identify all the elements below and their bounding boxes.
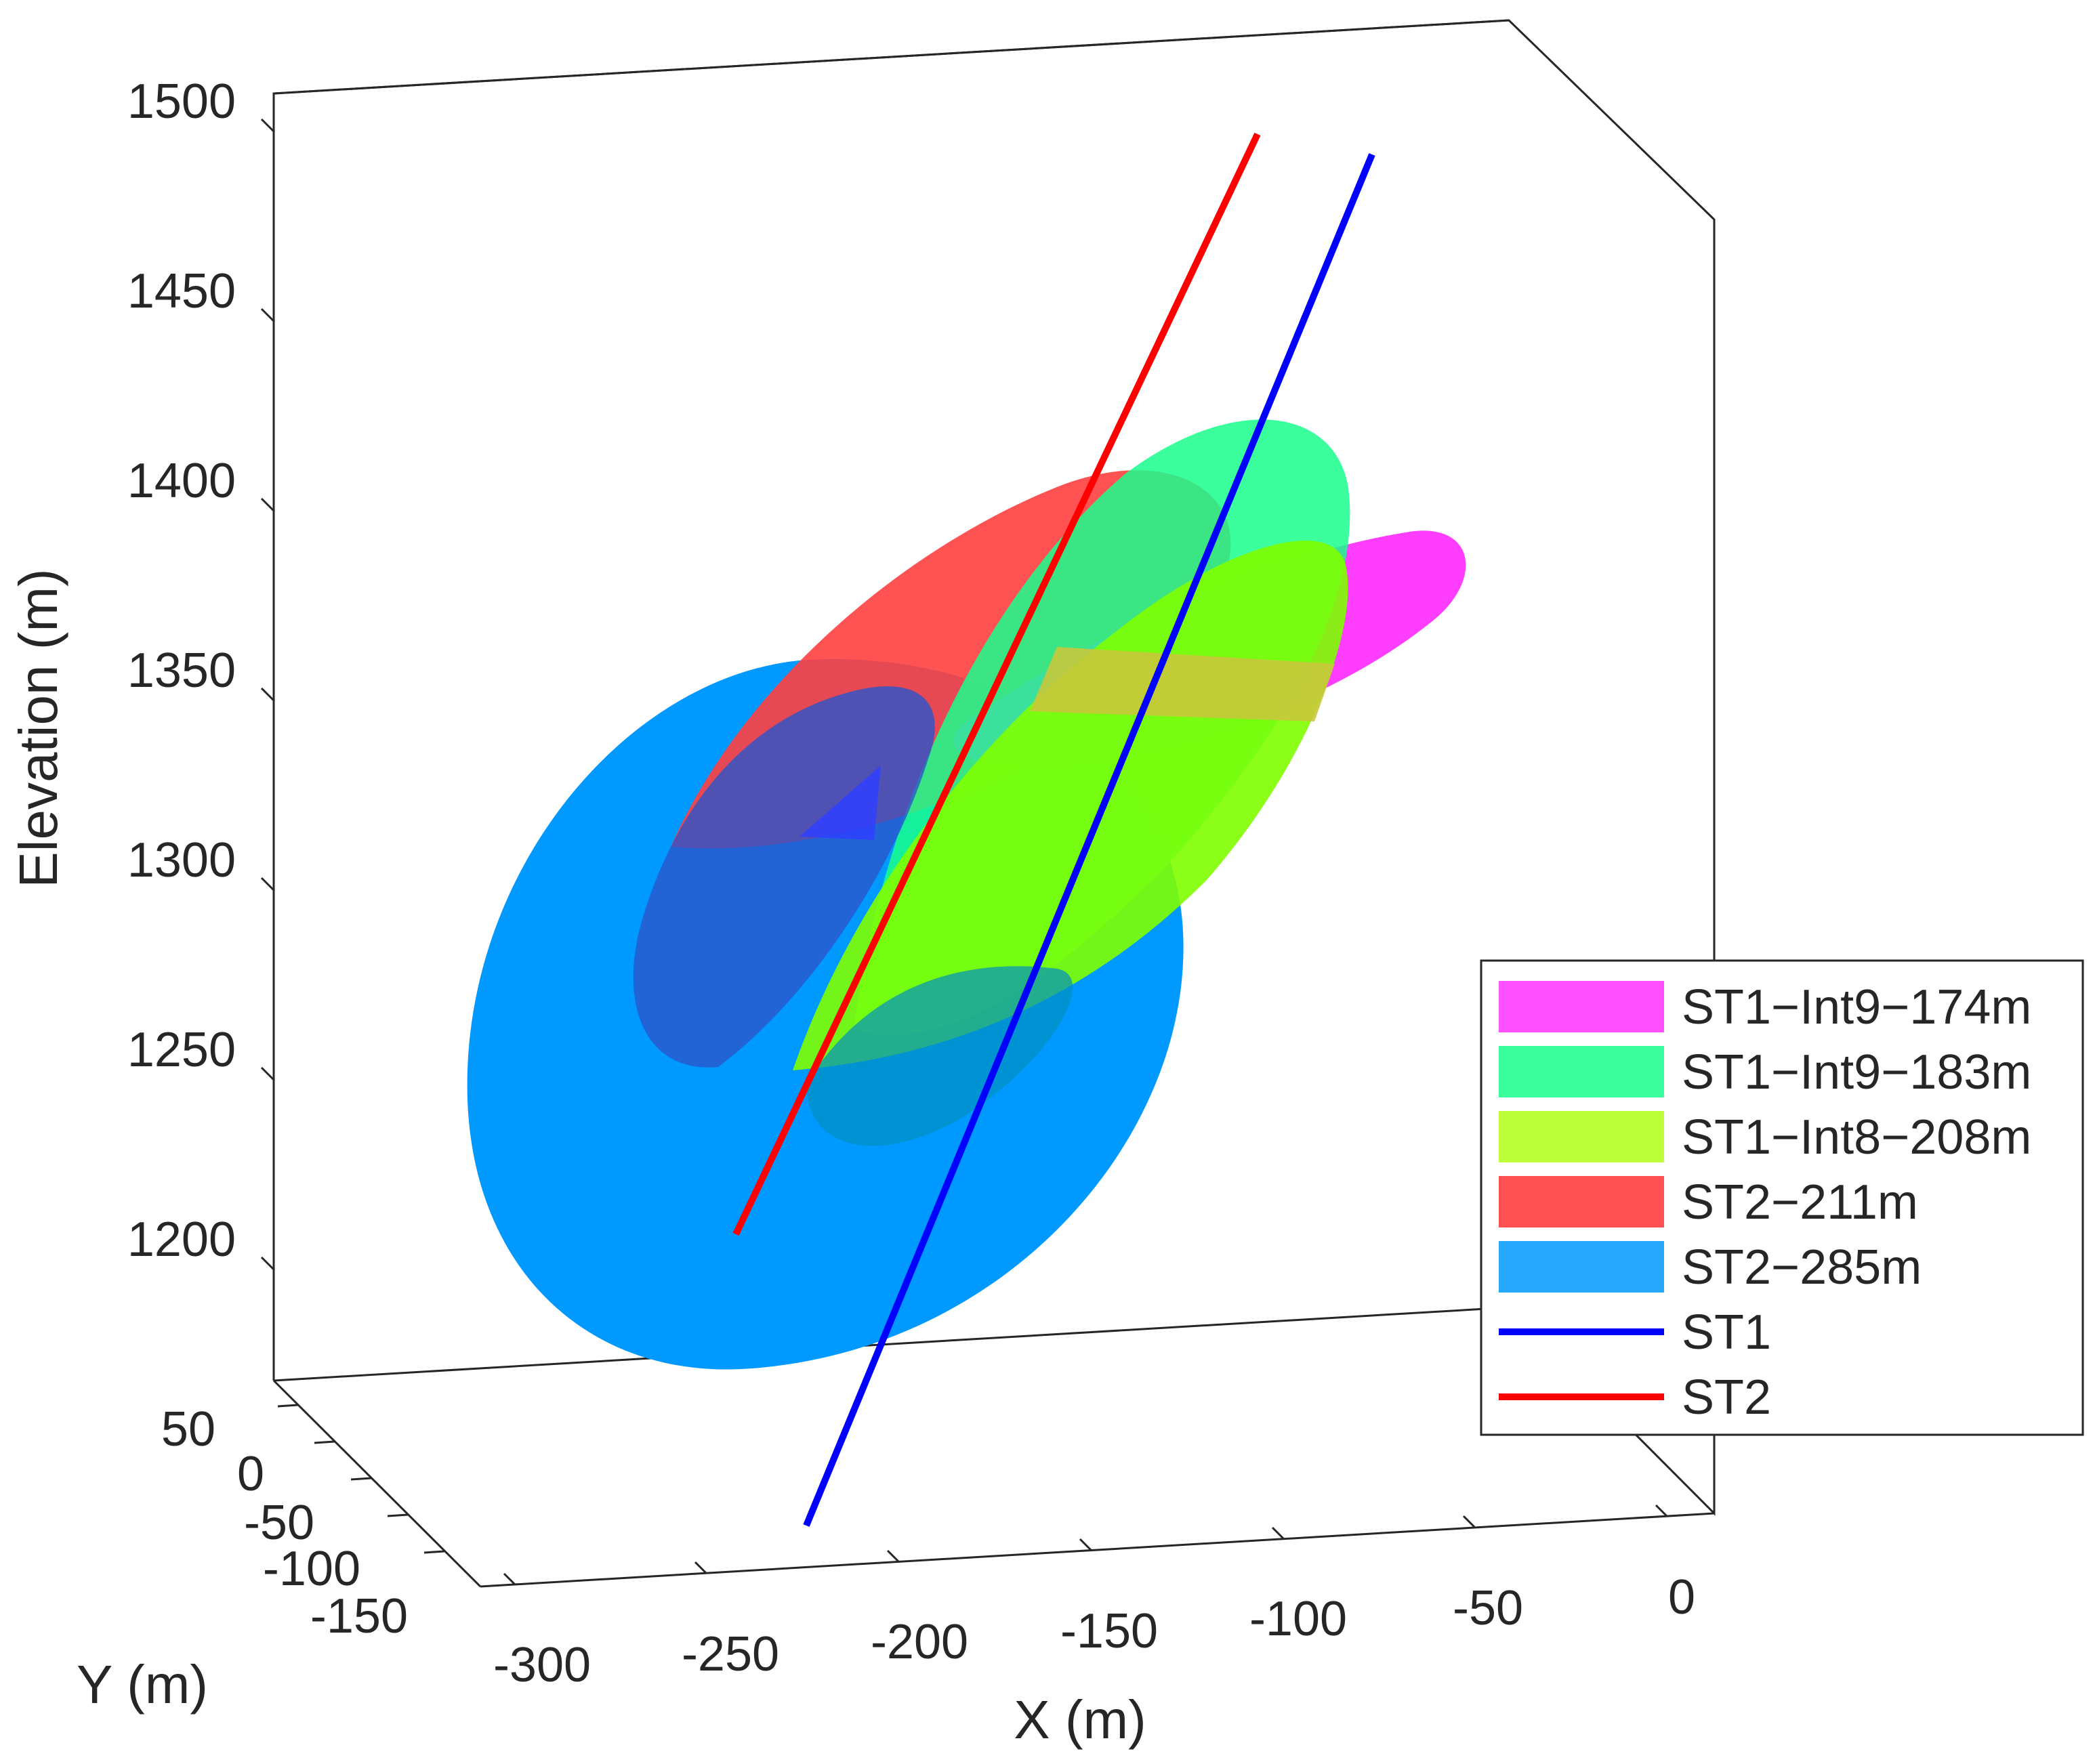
y-axis-line bbox=[272, 1379, 482, 1588]
x-tick bbox=[503, 1572, 516, 1586]
surface-overlap-lower-band bbox=[806, 966, 1073, 1146]
z-tick bbox=[260, 497, 275, 512]
back-wall-frame bbox=[272, 19, 1716, 1516]
legend-label: ST1−Int9−174m bbox=[1682, 980, 2031, 1034]
y-tick bbox=[423, 1550, 445, 1554]
x-tick bbox=[1462, 1515, 1476, 1528]
z-tick-label: 1400 bbox=[127, 454, 236, 508]
legend-label: ST1−Int8−208m bbox=[1682, 1110, 2031, 1164]
y-axis-label: Y (m) bbox=[77, 1654, 208, 1715]
legend-swatch bbox=[1499, 1111, 1664, 1162]
legend-label: ST1−Int9−183m bbox=[1682, 1045, 2031, 1099]
y-tick-label: -150 bbox=[310, 1589, 408, 1643]
boreholes bbox=[732, 132, 1375, 1527]
z-tick-label: 1500 bbox=[127, 75, 236, 129]
z-tick bbox=[260, 877, 275, 891]
x-tick-label: -50 bbox=[1453, 1581, 1523, 1635]
back-wall-bottom-edge bbox=[273, 1306, 1510, 1382]
legend-swatch bbox=[1499, 1176, 1664, 1227]
fracture-surfaces bbox=[467, 419, 1466, 1370]
legend-label: ST2−211m bbox=[1682, 1175, 1918, 1230]
y-tick-label: -50 bbox=[244, 1496, 314, 1550]
x-tick-label: -300 bbox=[493, 1638, 591, 1692]
legend-label: ST2−285m bbox=[1682, 1240, 1922, 1295]
x-tick bbox=[1271, 1526, 1285, 1540]
y-axis: 50 0 -50 -100 -150 Y (m) bbox=[77, 1402, 445, 1715]
x-tick bbox=[694, 1561, 707, 1574]
z-tick-label: 1450 bbox=[127, 264, 236, 318]
y-tick bbox=[387, 1513, 409, 1517]
borehole-st2-line bbox=[732, 132, 1261, 1236]
z-tick-label: 1350 bbox=[127, 644, 236, 698]
y-tick bbox=[314, 1440, 335, 1444]
y-tick bbox=[350, 1477, 372, 1481]
legend-label: ST1 bbox=[1682, 1305, 1771, 1360]
z-tick bbox=[260, 1066, 275, 1081]
x-tick-label: -100 bbox=[1249, 1592, 1347, 1646]
x-axis-label: X (m) bbox=[1014, 1689, 1146, 1750]
surface-st2-285m-inner-ellipse bbox=[633, 686, 935, 1068]
z-tick bbox=[260, 687, 275, 702]
z-tick-label: 1200 bbox=[127, 1213, 236, 1267]
y-tick-label: 0 bbox=[237, 1447, 264, 1501]
y-tick-label: 50 bbox=[161, 1402, 215, 1456]
x-tick-label: 0 bbox=[1668, 1570, 1695, 1624]
z-tick-label: 1250 bbox=[127, 1023, 236, 1077]
z-tick bbox=[260, 308, 275, 322]
z-axis: 1500 1450 1400 1350 1300 1250 1200 Eleva… bbox=[8, 75, 275, 1271]
x-tick-label: -250 bbox=[682, 1627, 779, 1681]
surface-overlap-yellow-band bbox=[1030, 647, 1335, 721]
y-tick-label: -100 bbox=[263, 1542, 360, 1596]
x-axis-line bbox=[480, 1512, 1715, 1588]
z-axis-label: Elevation (m) bbox=[8, 568, 68, 887]
legend-swatch bbox=[1499, 1046, 1664, 1097]
legend-entries: ST1−Int9−174m ST1−Int9−183m ST1−Int8−208m S… bbox=[1499, 980, 2031, 1425]
x-tick-label: -150 bbox=[1060, 1604, 1158, 1658]
surface-overlap-blue-wedge bbox=[800, 765, 881, 840]
legend-label: ST2 bbox=[1682, 1370, 1771, 1425]
z-tick-label: 1300 bbox=[127, 833, 236, 887]
legend-swatch bbox=[1499, 981, 1664, 1032]
x-tick bbox=[886, 1549, 900, 1563]
x-tick bbox=[1655, 1504, 1668, 1517]
back-wall-top-edge bbox=[273, 19, 1510, 95]
axes-box bbox=[272, 19, 1716, 1588]
z-tick bbox=[260, 118, 275, 133]
borehole-st1-line bbox=[803, 153, 1375, 1527]
y-tick bbox=[277, 1404, 299, 1408]
legend: ST1−Int9−174m ST1−Int9−183m ST1−Int8−208m S… bbox=[1480, 959, 2084, 1436]
legend-swatch bbox=[1499, 1241, 1664, 1293]
x-axis: -300 -250 -200 -150 -100 -50 0 X (m) bbox=[493, 1504, 1695, 1750]
x-tick-label: -200 bbox=[871, 1615, 968, 1669]
z-tick bbox=[260, 1256, 275, 1271]
x-tick bbox=[1079, 1538, 1092, 1551]
